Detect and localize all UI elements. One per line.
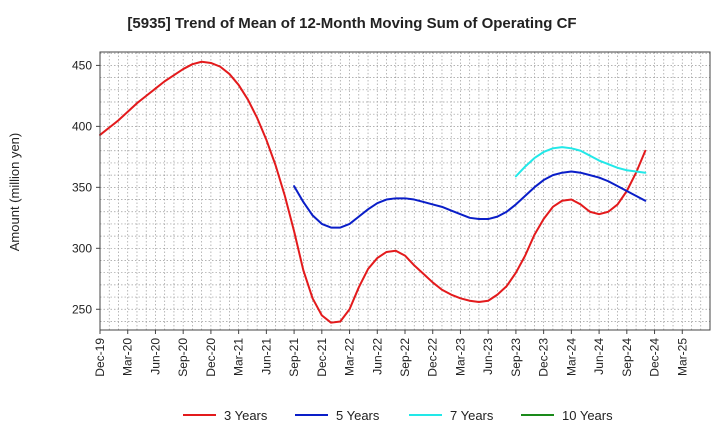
series-line-5-years: [293, 170, 647, 229]
x-tick-label: Mar-21: [232, 338, 246, 376]
x-tick-label: Sep-23: [509, 338, 523, 377]
y-tick-label: 400: [72, 119, 92, 133]
series-layer: [99, 60, 647, 324]
x-tick-label: Jun-20: [148, 338, 162, 375]
grid-layer: [99, 52, 711, 330]
x-tick-label: Sep-20: [176, 338, 190, 377]
legend: 3 Years 5 Years 7 Years 10 Years: [183, 408, 613, 423]
x-tick-label: Dec-21: [315, 338, 329, 377]
y-axis-label: Amount (million yen): [7, 133, 22, 252]
y-tick-label: 450: [72, 58, 92, 72]
x-tick-label: Sep-22: [398, 338, 412, 377]
x-tick-label: Sep-21: [287, 338, 301, 377]
y-tick-label: 250: [72, 302, 92, 316]
x-tick-label: Jun-24: [592, 338, 606, 375]
chart-title: [5935] Trend of Mean of 12-Month Moving …: [127, 15, 576, 32]
y-tick-label: 350: [72, 180, 92, 194]
x-tick-label: Mar-22: [343, 338, 357, 376]
x-tick-label: Sep-24: [620, 338, 634, 377]
series-line-3-years: [99, 60, 647, 324]
legend-label: 7 Years: [450, 408, 494, 423]
x-tick-label: Dec-22: [426, 338, 440, 377]
x-tick-labels: Dec-19 Mar-20 Jun-20 Sep-20 Dec-20 Mar-21 Jun-…: [93, 330, 689, 377]
x-tick-label: Dec-23: [537, 338, 551, 377]
x-tick-label: Jun-23: [481, 338, 495, 375]
x-tick-label: Mar-25: [675, 338, 689, 376]
plot-frame: [99, 51, 711, 331]
y-tick-label: 300: [72, 241, 92, 255]
x-tick-label: Dec-19: [93, 338, 107, 377]
x-tick-label: Dec-24: [648, 338, 662, 377]
x-tick-label: Jun-22: [370, 338, 384, 375]
legend-label: 3 Years: [224, 408, 268, 423]
x-tick-label: Dec-20: [204, 338, 218, 377]
x-tick-label: Mar-20: [121, 338, 135, 376]
x-tick-label: Jun-21: [259, 338, 273, 375]
legend-label: 5 Years: [336, 408, 380, 423]
x-tick-label: Mar-23: [453, 338, 467, 376]
legend-label: 10 Years: [562, 408, 613, 423]
y-tick-labels: 250 300 350 400 450: [72, 58, 100, 316]
series-line-7-years: [514, 146, 647, 178]
x-tick-label: Mar-24: [564, 338, 578, 376]
